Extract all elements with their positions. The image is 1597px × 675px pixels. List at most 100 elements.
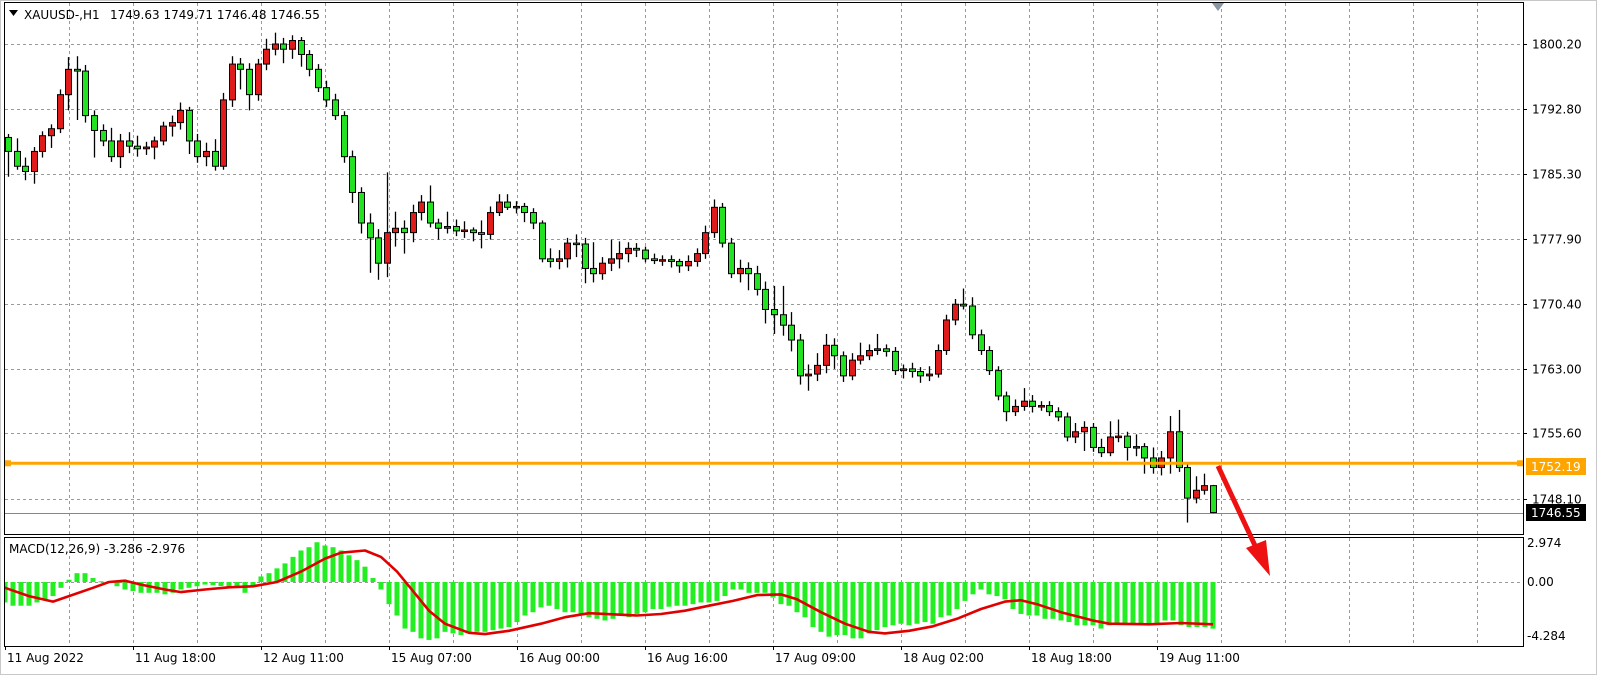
candle bbox=[840, 351, 847, 382]
bull-candle-body bbox=[1133, 446, 1140, 449]
candle bbox=[780, 285, 787, 336]
bull-candle-body bbox=[496, 201, 503, 214]
macd-bar bbox=[1210, 582, 1216, 629]
candle bbox=[521, 202, 528, 223]
candle bbox=[392, 211, 399, 247]
bear-candle-body bbox=[435, 222, 442, 229]
bear-candle-body bbox=[840, 355, 847, 377]
bear-candle-body bbox=[917, 370, 924, 377]
candle bbox=[57, 89, 64, 134]
candle bbox=[108, 127, 115, 162]
candle bbox=[410, 204, 417, 243]
bear-candle-body bbox=[530, 212, 537, 224]
candle bbox=[151, 136, 158, 160]
macd-bar bbox=[866, 582, 872, 634]
bull-candle-body bbox=[1201, 485, 1208, 491]
level-price-label: 1752.19 bbox=[1531, 460, 1581, 474]
bear-candle-body bbox=[332, 99, 339, 117]
macd-bar bbox=[130, 582, 136, 592]
candle bbox=[367, 213, 374, 273]
macd-bar bbox=[810, 582, 816, 628]
macd-bar bbox=[378, 582, 384, 590]
price-tick-label: 1763.00 bbox=[1532, 363, 1582, 377]
chart-shift-marker-icon[interactable] bbox=[1212, 3, 1224, 11]
bear-candle-body bbox=[960, 303, 967, 307]
bull-candle-body bbox=[57, 94, 64, 130]
candle bbox=[1081, 421, 1088, 451]
level-handle-right[interactable] bbox=[1517, 460, 1523, 467]
macd-bar bbox=[754, 582, 760, 593]
macd-bar bbox=[986, 582, 992, 595]
bear-candle-body bbox=[969, 305, 976, 336]
candle bbox=[418, 195, 425, 221]
horizontal-level-line[interactable] bbox=[5, 460, 1523, 467]
bull-candle-body bbox=[487, 212, 494, 235]
bull-candle-body bbox=[952, 303, 959, 321]
macd-bar bbox=[994, 582, 1000, 597]
triangle-down-icon[interactable] bbox=[9, 10, 18, 16]
candle bbox=[625, 242, 632, 263]
level-handle-left[interactable] bbox=[5, 460, 11, 467]
macd-bar bbox=[1082, 582, 1088, 626]
bear-candle-body bbox=[676, 260, 683, 267]
candle bbox=[883, 344, 890, 357]
macd-bar bbox=[1194, 582, 1200, 628]
candle bbox=[917, 367, 924, 383]
time-tick-label: 12 Aug 11:00 bbox=[263, 651, 344, 665]
price-tick-label: 1785.30 bbox=[1532, 168, 1582, 182]
time-axis[interactable]: 11 Aug 2022 11 Aug 18:00 12 Aug 11:00 15 Au… bbox=[5, 646, 1240, 665]
macd-pane bbox=[5, 542, 1216, 640]
candle bbox=[39, 131, 46, 158]
bull-candle-body bbox=[857, 355, 864, 361]
candle bbox=[169, 115, 176, 137]
macd-bar bbox=[1178, 582, 1184, 626]
macd-bar bbox=[778, 582, 784, 605]
candle bbox=[31, 147, 38, 184]
macd-bar bbox=[394, 582, 400, 616]
macd-bar bbox=[650, 582, 656, 609]
price-pane-frame bbox=[4, 2, 1524, 535]
macd-bar bbox=[402, 582, 408, 629]
macd-bar bbox=[898, 582, 904, 624]
candle bbox=[272, 32, 279, 56]
macd-tick-label: 2.974 bbox=[1527, 536, 1561, 550]
macd-bar bbox=[794, 582, 800, 613]
price-tick-label: 1777.90 bbox=[1532, 233, 1582, 247]
macd-bar bbox=[178, 582, 184, 590]
time-tick-label: 11 Aug 2022 bbox=[7, 651, 84, 665]
candle bbox=[1176, 409, 1183, 472]
macd-bar bbox=[602, 582, 608, 621]
candle bbox=[470, 227, 477, 242]
bear-candle-body bbox=[651, 258, 658, 262]
macd-bar bbox=[1170, 582, 1176, 621]
candle bbox=[453, 219, 460, 237]
bear-candle-body bbox=[547, 258, 554, 262]
candle bbox=[926, 366, 933, 382]
price-tick-label: 1800.20 bbox=[1532, 38, 1582, 52]
candle bbox=[539, 220, 546, 263]
macd-bar bbox=[194, 582, 200, 587]
candle bbox=[349, 150, 356, 203]
candle bbox=[676, 258, 683, 273]
bear-candle-body bbox=[134, 145, 141, 150]
macd-bar bbox=[842, 582, 848, 636]
candle bbox=[435, 218, 442, 240]
macd-bar bbox=[1002, 582, 1008, 600]
bull-candle-body bbox=[702, 232, 709, 255]
bull-candle-body bbox=[625, 247, 632, 255]
bear-candle-body bbox=[1210, 485, 1217, 514]
macd-bar bbox=[1026, 582, 1032, 616]
macd-bar bbox=[34, 582, 40, 603]
candle bbox=[857, 342, 864, 365]
candle bbox=[1038, 401, 1045, 411]
time-tick-label: 16 Aug 00:00 bbox=[519, 651, 600, 665]
candle bbox=[608, 239, 615, 272]
price-axis[interactable]: 1800.20 1792.80 1785.30 1777.90 1770.40 1763.… bbox=[1523, 38, 1582, 644]
macd-bar bbox=[874, 582, 880, 631]
bear-candle-body bbox=[186, 109, 193, 142]
bear-candle-body bbox=[1176, 431, 1183, 469]
grid bbox=[5, 3, 1523, 646]
bear-candle-body bbox=[909, 368, 916, 372]
macd-bar bbox=[1202, 582, 1208, 628]
